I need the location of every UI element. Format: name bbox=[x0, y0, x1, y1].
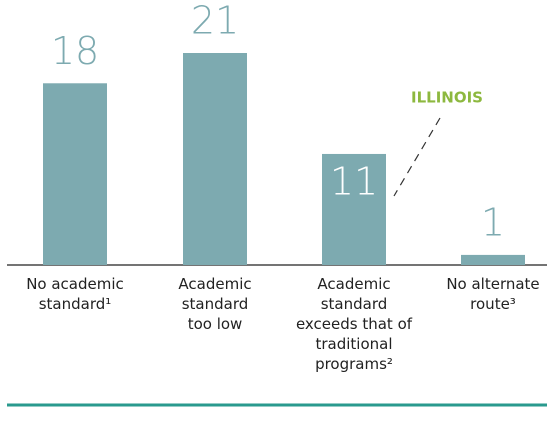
category-label: Academic standard too low bbox=[178, 275, 252, 333]
annotation: ILLINOIS bbox=[411, 89, 483, 107]
category-label: No alternate route³ bbox=[446, 275, 540, 313]
bar bbox=[183, 53, 247, 265]
annotation-leader bbox=[393, 117, 441, 197]
value-label: 1 bbox=[481, 200, 505, 244]
category-label: Academic standard exceeds that of tradit… bbox=[295, 275, 413, 373]
value-label: 11 bbox=[330, 159, 378, 203]
value-label: 18 bbox=[51, 29, 99, 73]
category-label: No academic standard¹ bbox=[26, 275, 124, 313]
bar bbox=[322, 153, 386, 265]
bar bbox=[461, 254, 525, 265]
bar bbox=[43, 83, 107, 266]
value-label: 21 bbox=[191, 0, 239, 43]
